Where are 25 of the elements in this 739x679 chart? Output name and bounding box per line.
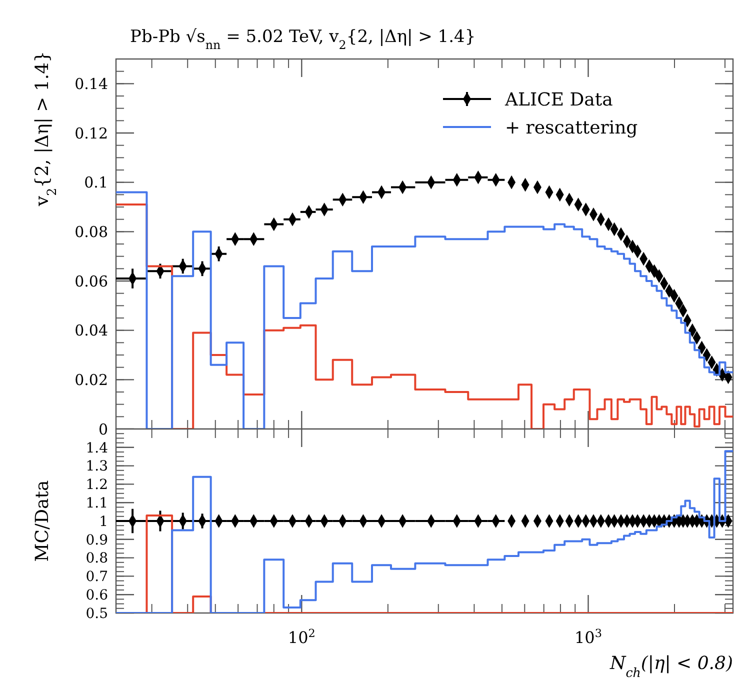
y-tick-label: 0.14: [74, 74, 108, 93]
chart-title: Pb-Pb √s$_{nn}$ = 5.02 TeV, v$_{2}${2, |Δη| > 1.4}: [130, 27, 476, 52]
legend-label: ALICE Data: [504, 89, 614, 110]
y-tick-label: 0.6: [86, 588, 108, 604]
y-tick-label: 1.3: [86, 458, 108, 475]
y-tick-label: 0.1: [84, 174, 108, 192]
y-tick-label: 0.5: [86, 606, 108, 622]
y-tick-label: 0.06: [74, 272, 108, 290]
y-tick-label: 0: [98, 420, 108, 438]
legend-label: + rescattering: [505, 117, 638, 138]
y-tick-label: 0.04: [74, 322, 108, 340]
y-tick-label: 0.8: [86, 550, 108, 567]
y-tick-label: 1.4: [86, 440, 108, 456]
y-tick-label: 1.2: [86, 477, 108, 494]
y-axis-title: MC/Data: [32, 480, 53, 562]
y-tick-label: 0.12: [74, 124, 108, 142]
x-tick-label: 10$^{3}$: [574, 626, 602, 647]
y-tick-label: 1.1: [86, 496, 108, 512]
y-tick-label: 0.7: [86, 569, 108, 586]
x-tick-label: 10$^{2}$: [288, 626, 316, 647]
y-tick-label: 1: [99, 514, 108, 530]
x-axis-title: N$_{ch}$(|η| < 0.8): [608, 653, 733, 679]
y-tick-label: 0.08: [74, 222, 108, 241]
y-tick-label: 0.02: [74, 370, 108, 389]
y-tick-label: 0.9: [86, 532, 108, 548]
